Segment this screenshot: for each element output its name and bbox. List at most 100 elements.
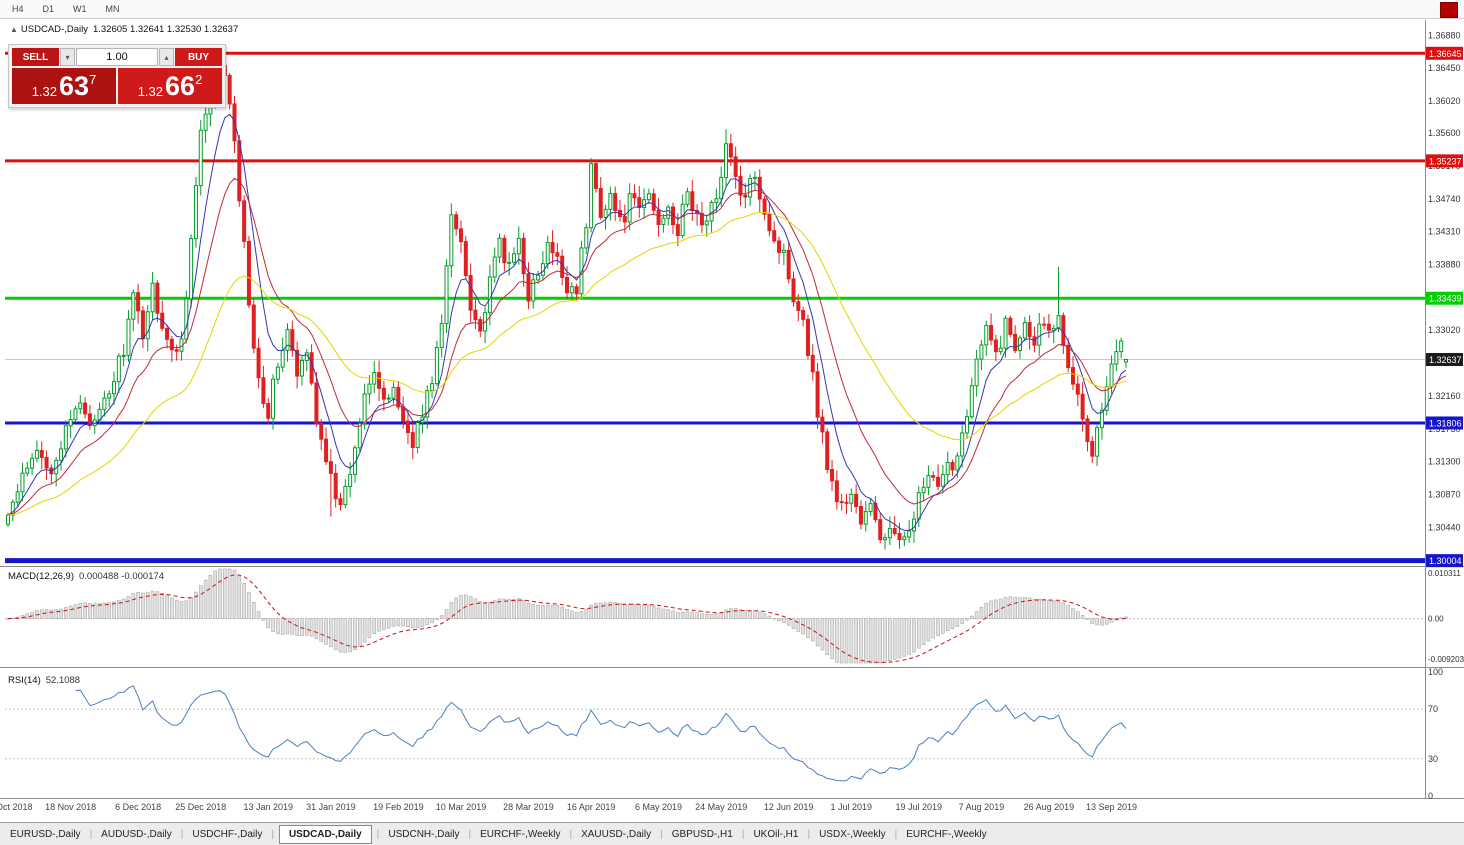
chart-tab-8[interactable]: UKOil-,H1 (753, 828, 799, 840)
timeframe-button-d1[interactable]: D1 (42, 4, 55, 14)
svg-text:19 Feb 2019: 19 Feb 2019 (373, 802, 424, 812)
chart-window: 1.368801.364501.360201.356001.351701.347… (0, 20, 1464, 822)
timeframe-button-w1[interactable]: W1 (73, 4, 87, 14)
chart-title: ▲ USDCAD-,Daily 1.32605 1.32641 1.32530 1.… (10, 24, 238, 35)
chart-tab-2[interactable]: USDCHF-,Daily (192, 828, 263, 840)
sell-price-sup: 7 (89, 72, 97, 87)
svg-text:1 Jul 2019: 1 Jul 2019 (831, 802, 873, 812)
chart-symbol-period: USDCAD-,Daily (20, 24, 88, 35)
svg-text:1.31300: 1.31300 (1428, 457, 1461, 467)
svg-text:1.35237: 1.35237 (1429, 156, 1462, 166)
toolbar-red-button[interactable] (1440, 2, 1458, 18)
svg-text:1.30004: 1.30004 (1429, 556, 1462, 566)
chart-tab-0[interactable]: EURUSD-,Daily (10, 828, 81, 840)
trade-panel-price-row: 1.32 63 7 1.32 66 2 (12, 68, 222, 104)
chart-tab-3[interactable]: USDCAD-,Daily (278, 824, 372, 844)
svg-text:1.33439: 1.33439 (1429, 294, 1462, 304)
tab-separator: | (376, 828, 380, 840)
svg-text:24 May 2019: 24 May 2019 (695, 802, 747, 812)
svg-text:1.35600: 1.35600 (1428, 128, 1461, 138)
one-click-trading-panel: SELL ▾ 1.00 ▴ BUY 1.32 63 7 1.32 66 2 (8, 44, 226, 108)
macd-label: MACD(12,26,9) (8, 571, 74, 582)
svg-text:1.36450: 1.36450 (1428, 63, 1461, 73)
chart-tab-6[interactable]: XAUUSD-,Daily (581, 828, 652, 840)
svg-text:6 May 2019: 6 May 2019 (635, 802, 682, 812)
svg-text:13 Jan 2019: 13 Jan 2019 (243, 802, 293, 812)
timeframe-buttons: H4 D1 W1 MN (4, 1, 131, 17)
buy-button[interactable]: BUY (175, 48, 222, 66)
volume-increase-icon[interactable]: ▴ (159, 48, 174, 66)
volume-input[interactable]: 1.00 (76, 48, 158, 66)
tab-separator: | (569, 828, 573, 840)
chart-ohlc-values: 1.32605 1.32641 1.32530 1.32637 (92, 24, 239, 35)
svg-text:0.010311: 0.010311 (1428, 569, 1461, 578)
svg-text:1.32637: 1.32637 (1429, 355, 1462, 365)
tab-separator: | (180, 828, 184, 840)
svg-text:1.36645: 1.36645 (1429, 49, 1462, 59)
svg-text:100: 100 (1428, 667, 1443, 677)
timeframe-button-h4[interactable]: H4 (12, 4, 24, 14)
svg-text:70: 70 (1428, 704, 1438, 714)
svg-text:1.33020: 1.33020 (1428, 325, 1461, 335)
macd-pane-label: MACD(12,26,9) 0.000488 -0.000174 (8, 571, 164, 582)
sell-button[interactable]: SELL (12, 48, 59, 66)
rsi-level-lines (5, 708, 1425, 760)
svg-text:1.34740: 1.34740 (1428, 194, 1461, 204)
tab-separator: | (89, 828, 93, 840)
svg-text:31 Jan 2019: 31 Jan 2019 (306, 802, 356, 812)
buy-price-button[interactable]: 1.32 66 2 (118, 68, 222, 104)
buy-price-sup: 2 (195, 72, 203, 87)
pane-separators (0, 20, 1464, 799)
chart-canvas[interactable]: 1.368801.364501.360201.356001.351701.347… (0, 20, 1464, 822)
chart-tab-4[interactable]: USDCNH-,Daily (388, 828, 460, 840)
one-click-panel-toggle-icon[interactable]: ▲ (10, 25, 18, 34)
timeframe-button-mn[interactable]: MN (105, 4, 120, 14)
rsi-label: RSI(14) (8, 675, 41, 686)
svg-text:1.31806: 1.31806 (1429, 418, 1462, 428)
svg-text:26 Aug 2019: 26 Aug 2019 (1024, 802, 1075, 812)
svg-text:7 Aug 2019: 7 Aug 2019 (959, 802, 1005, 812)
top-toolbar: H4 D1 W1 MN (0, 0, 1464, 19)
moving-averages-layer (7, 113, 1127, 532)
svg-text:19 Jul 2019: 19 Jul 2019 (896, 802, 943, 812)
chart-tab-bar: EURUSD-,Daily | AUDUSD-,Daily | USDCHF-,Dail… (0, 822, 1464, 845)
svg-text:30 Oct 2018: 30 Oct 2018 (0, 802, 33, 812)
svg-text:1.30870: 1.30870 (1428, 489, 1461, 499)
svg-text:1.34310: 1.34310 (1428, 227, 1461, 237)
volume-decrease-icon[interactable]: ▾ (60, 48, 75, 66)
svg-text:30: 30 (1428, 754, 1438, 764)
horizontal-level-lines (5, 51, 1425, 564)
rsi-line (75, 685, 1127, 782)
sell-price-big: 63 (59, 70, 90, 101)
svg-text:6 Dec 2018: 6 Dec 2018 (115, 802, 161, 812)
chart-tab-5[interactable]: EURCHF-,Weekly (480, 828, 561, 840)
svg-text:28 Mar 2019: 28 Mar 2019 (503, 802, 554, 812)
tab-separator: | (807, 828, 811, 840)
chart-tab-1[interactable]: AUDUSD-,Daily (101, 828, 172, 840)
tab-separator: | (271, 828, 274, 840)
svg-text:1.30440: 1.30440 (1428, 522, 1461, 532)
macd-histogram (6, 568, 1128, 664)
rsi-pane-label: RSI(14) 52.1088 (8, 675, 80, 686)
tab-separator: | (741, 828, 745, 840)
sell-price-button[interactable]: 1.32 63 7 (12, 68, 116, 104)
chart-tab-10[interactable]: EURCHF-,Weekly (906, 828, 987, 840)
svg-text:1.36880: 1.36880 (1428, 30, 1461, 40)
buy-price-big: 66 (165, 70, 196, 101)
price-axis-badges: 1.36645 1.35237 1.33439 1.31806 1.30004 1.326… (1426, 46, 1463, 568)
chart-tabs: EURUSD-,Daily | AUDUSD-,Daily | USDCHF-,Dail… (6, 824, 991, 844)
svg-text:1.33880: 1.33880 (1428, 260, 1461, 270)
chart-tab-7[interactable]: GBPUSD-,H1 (671, 828, 733, 840)
chart-tab-9[interactable]: USDX-,Weekly (819, 828, 886, 840)
date-axis-labels: 30 Oct 2018 18 Nov 2018 6 Dec 2018 25 Dec 2… (0, 802, 1137, 812)
macd-axis-labels: 0.010311 0.00 -0.0092030 (1428, 569, 1464, 664)
svg-text:1.36020: 1.36020 (1428, 96, 1461, 106)
svg-text:-0.0092030: -0.0092030 (1428, 655, 1464, 664)
tab-separator: | (660, 828, 663, 840)
svg-text:18 Nov 2018: 18 Nov 2018 (45, 802, 96, 812)
trade-panel-top-row: SELL ▾ 1.00 ▴ BUY (12, 48, 222, 66)
svg-text:0: 0 (1428, 791, 1433, 801)
svg-text:12 Jun 2019: 12 Jun 2019 (764, 802, 814, 812)
macd-signal-line (7, 574, 1127, 663)
